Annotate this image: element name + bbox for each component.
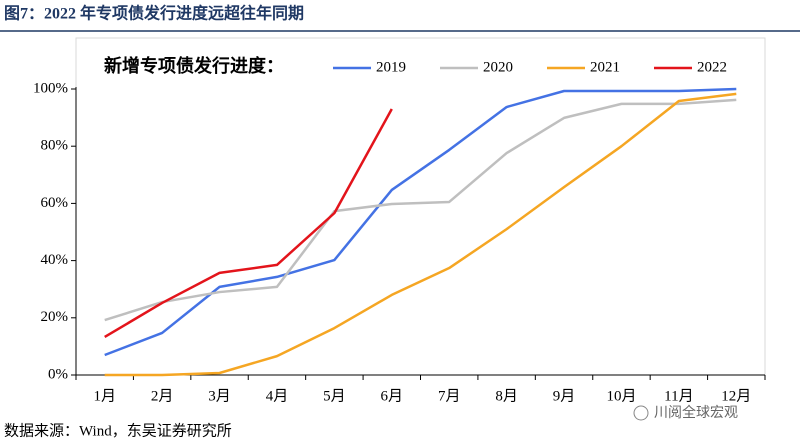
watermark-icon — [633, 405, 649, 421]
y-tick-label: 0% — [48, 366, 68, 382]
chart-title: 图7：2022 年专项债发行进度远超往年同期 — [4, 4, 304, 23]
x-tick-label: 6月 — [381, 388, 404, 404]
source: 数据来源：Wind，东吴证券研究所 — [4, 422, 232, 439]
legend-label: 2021 — [590, 59, 620, 75]
x-tick-label: 10月 — [606, 388, 636, 404]
y-tick-label: 80% — [41, 138, 69, 154]
legend-label: 2022 — [697, 59, 727, 75]
legend-label: 2019 — [376, 59, 406, 75]
x-tick-label: 1月 — [93, 388, 116, 404]
x-tick-label: 11月 — [664, 388, 693, 404]
y-tick-label: 40% — [41, 252, 69, 268]
series-line — [104, 108, 393, 339]
x-tick-label: 12月 — [721, 388, 751, 404]
x-tick-label: 5月 — [323, 388, 346, 404]
y-tick-label: 20% — [41, 309, 69, 325]
x-tick-label: 3月 — [208, 388, 231, 404]
legend-label: 2020 — [483, 59, 513, 75]
x-tick-label: 2月 — [151, 388, 174, 404]
x-tick-label: 7月 — [438, 388, 461, 404]
series-line — [104, 92, 737, 377]
x-tick-label: 8月 — [495, 388, 518, 404]
watermark: 川阅全球宏观 — [654, 404, 738, 421]
plot-frame — [75, 37, 766, 376]
x-tick-label: 4月 — [266, 388, 289, 404]
series-line — [104, 98, 737, 322]
y-tick-label: 60% — [41, 195, 69, 211]
x-tick-label: 9月 — [553, 388, 576, 404]
y-tick-label: 100% — [33, 80, 68, 96]
legend-title: 新增专项债发行进度： — [104, 55, 284, 76]
